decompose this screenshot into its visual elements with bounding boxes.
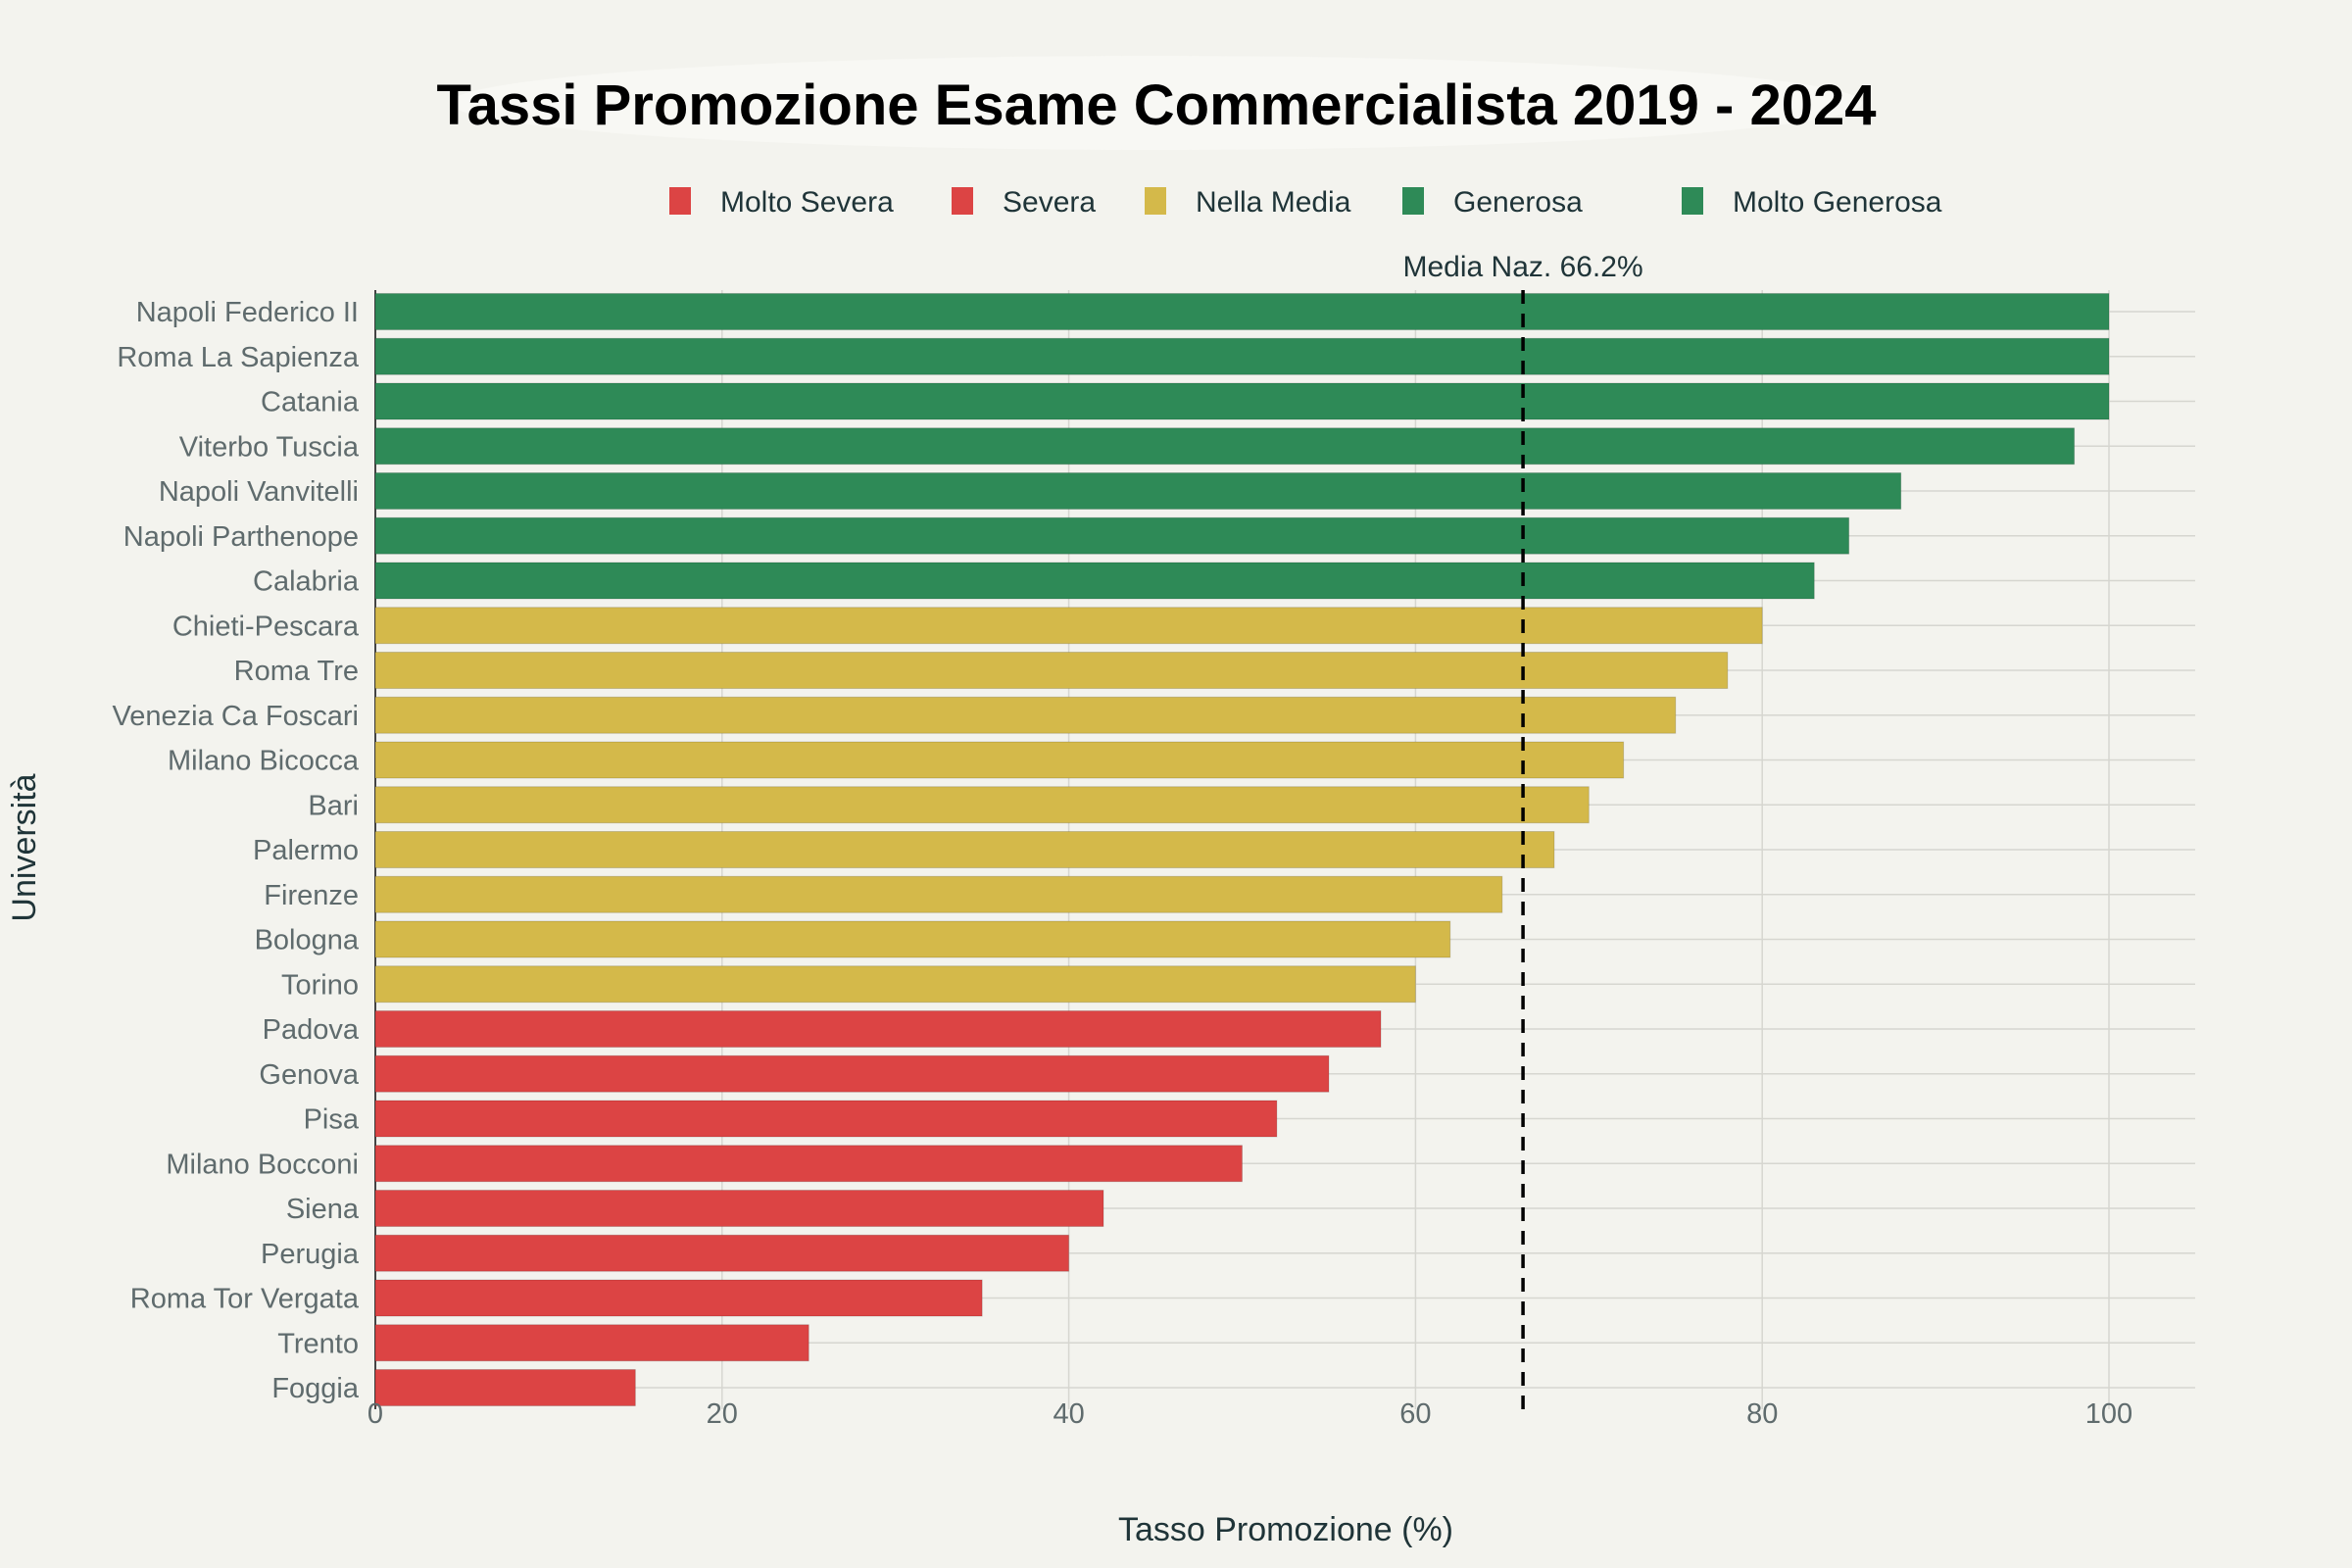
bar[interactable] xyxy=(374,1054,1330,1093)
y-tick-label: Chieti-Pescara xyxy=(172,611,360,642)
bar[interactable] xyxy=(374,652,1729,689)
y-tick-label: Firenze xyxy=(264,880,359,911)
bar[interactable] xyxy=(374,1010,1382,1048)
bar[interactable] xyxy=(374,337,2110,375)
reference-line-group: Media Naz. 66.2% xyxy=(1403,251,1643,1409)
y-tick-label: Bologna xyxy=(255,925,360,956)
bar[interactable] xyxy=(374,427,2076,466)
y-axis-label: Università xyxy=(6,773,43,921)
bar[interactable] xyxy=(374,1190,1104,1227)
y-tick-label: Milano Bicocca xyxy=(168,746,360,777)
x-tick-label: 20 xyxy=(707,1398,738,1430)
bar[interactable] xyxy=(374,607,1763,645)
legend-swatch xyxy=(669,187,691,215)
bars xyxy=(374,293,2110,1406)
bar[interactable] xyxy=(374,293,2110,330)
y-tick-label: Palermo xyxy=(253,835,359,866)
bar[interactable] xyxy=(374,562,1815,600)
x-tick-label: 80 xyxy=(1746,1398,1778,1430)
bar[interactable] xyxy=(374,1234,1070,1272)
bar[interactable] xyxy=(374,920,1451,958)
bar[interactable] xyxy=(374,516,1850,555)
y-tick-label: Bari xyxy=(308,790,359,821)
y-tick-label: Perugia xyxy=(261,1239,360,1270)
bar[interactable] xyxy=(374,1145,1243,1183)
y-tick-label: Viterbo Tuscia xyxy=(179,431,360,463)
legend-label[interactable]: Severa xyxy=(1003,186,1096,219)
legend-swatch xyxy=(1402,187,1424,215)
x-axis-label: Tasso Promozione (%) xyxy=(1118,1511,1453,1548)
y-tick-label: Milano Bocconi xyxy=(166,1149,359,1180)
bar[interactable] xyxy=(374,1324,809,1362)
x-tick-label: 0 xyxy=(368,1398,383,1430)
x-tick-labels: 0 20 40 60 80 100 xyxy=(368,1398,2132,1430)
y-tick-label: Roma Tor Vergata xyxy=(130,1284,360,1315)
bar[interactable] xyxy=(374,472,1902,510)
y-tick-label: Pisa xyxy=(304,1104,360,1136)
y-tick-label: Napoli Federico II xyxy=(136,297,359,328)
bar[interactable] xyxy=(374,1100,1278,1138)
title-backdrop xyxy=(451,56,1862,150)
legend-swatch xyxy=(1682,187,1703,215)
y-tick-label: Calabria xyxy=(253,566,360,598)
y-tick-label: Trento xyxy=(277,1328,359,1359)
bar[interactable] xyxy=(374,382,2110,420)
legend-label[interactable]: Nella Media xyxy=(1196,186,1351,219)
bar[interactable] xyxy=(374,1369,636,1406)
bar[interactable] xyxy=(374,1279,983,1317)
legend-swatch xyxy=(952,187,973,215)
legend-label[interactable]: Molto Severa xyxy=(720,186,894,219)
legend-swatch xyxy=(1145,187,1166,215)
y-tick-label: Napoli Parthenope xyxy=(123,521,359,553)
chart-title: Tassi Promozione Esame Commercialista 20… xyxy=(437,74,1877,137)
legend: Molto Severa Severa Nella Media Generosa Mol… xyxy=(669,186,1942,219)
bar[interactable] xyxy=(374,786,1590,824)
y-tick-label: Padova xyxy=(263,1014,360,1046)
bar[interactable] xyxy=(374,741,1625,779)
y-tick-labels: Napoli Federico II Roma La Sapienza Catani… xyxy=(113,297,360,1404)
x-tick-label: 60 xyxy=(1399,1398,1431,1430)
y-tick-label: Roma La Sapienza xyxy=(117,342,360,373)
bar[interactable] xyxy=(374,965,1416,1004)
y-tick-label: Napoli Vanvitelli xyxy=(159,476,359,508)
y-tick-label: Roma Tre xyxy=(234,656,359,687)
y-tick-label: Genova xyxy=(259,1059,359,1091)
bar[interactable] xyxy=(374,696,1677,734)
y-tick-label: Venezia Ca Foscari xyxy=(113,701,359,732)
y-tick-label: Foggia xyxy=(271,1373,360,1404)
bar[interactable] xyxy=(374,875,1503,913)
legend-label[interactable]: Molto Generosa xyxy=(1733,186,1942,219)
y-tick-label: Siena xyxy=(286,1194,360,1225)
reference-line-label: Media Naz. 66.2% xyxy=(1403,251,1643,283)
bar[interactable] xyxy=(374,831,1555,868)
y-tick-label: Catania xyxy=(261,387,360,418)
y-tick-label: Torino xyxy=(281,969,359,1001)
x-tick-label: 40 xyxy=(1053,1398,1084,1430)
legend-label[interactable]: Generosa xyxy=(1453,186,1583,219)
x-tick-label: 100 xyxy=(2085,1398,2132,1430)
